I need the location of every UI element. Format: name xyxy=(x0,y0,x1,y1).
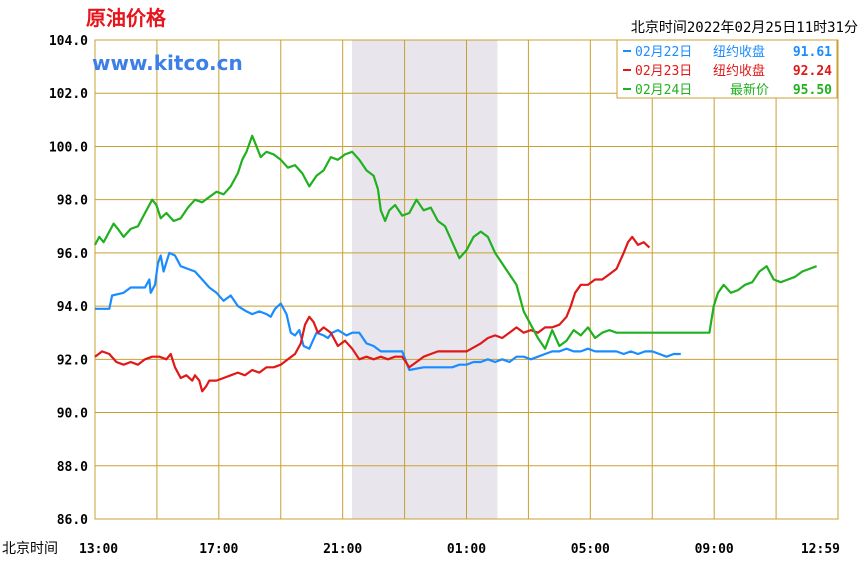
series-line xyxy=(94,235,651,393)
legend-item: 02月24日 最新价 95.50 xyxy=(623,82,832,98)
series-lines xyxy=(94,134,817,393)
series-line xyxy=(94,134,817,350)
x-tick-label: 12:59 xyxy=(801,542,840,557)
legend-item: 02月23日 纽约收盘 92.24 xyxy=(623,63,832,79)
x-tick-label: 13:00 xyxy=(79,542,118,557)
shaded-night-region xyxy=(351,40,498,519)
x-tick-label: 17:00 xyxy=(199,542,238,557)
legend-box xyxy=(616,39,838,99)
legend-label: 最新价 xyxy=(730,82,769,98)
y-tick-label: 88.0 xyxy=(57,460,88,475)
legend-date: 02月24日 xyxy=(635,83,692,98)
y-axis-ticks: 104.0 102.0 100.0 98.0 96.0 94.0 92.0 90.0 88.0 8… xyxy=(49,34,88,528)
y-tick-label: 104.0 xyxy=(49,34,88,49)
legend-value: 95.50 xyxy=(793,83,832,98)
y-tick-label: 102.0 xyxy=(49,87,88,102)
series-line xyxy=(95,251,681,372)
y-tick-label: 94.0 xyxy=(57,300,88,315)
chart-title: 原油价格 xyxy=(86,6,167,30)
watermark-url: www.kitco.cn xyxy=(92,51,243,75)
y-tick-label: 96.0 xyxy=(57,247,88,262)
x-tick-label: 09:00 xyxy=(695,542,734,557)
x-tick-label: 05:00 xyxy=(571,542,610,557)
legend-date: 02月23日 xyxy=(635,64,692,79)
legend-label: 纽约收盘 xyxy=(713,63,765,79)
y-tick-label: 98.0 xyxy=(57,194,88,209)
plot-frame xyxy=(94,39,839,520)
y-tick-label: 90.0 xyxy=(57,407,88,422)
y-tick-label: 92.0 xyxy=(57,353,88,368)
legend-value: 92.24 xyxy=(793,64,832,79)
legend: 02月22日 纽约收盘 91.61 02月23日 纽约收盘 92.24 02月2… xyxy=(616,39,838,99)
y-tick-label: 100.0 xyxy=(49,140,88,155)
legend-item: 02月22日 纽约收盘 91.61 xyxy=(623,44,832,60)
grid-lines xyxy=(95,40,838,519)
timestamp-label: 北京时间2022年02月25日11时31分 xyxy=(631,20,858,36)
x-tick-label: 01:00 xyxy=(447,542,486,557)
legend-value: 91.61 xyxy=(793,45,832,60)
x-axis-ticks: 13:00 17:00 21:00 01:00 05:00 09:00 12:59 xyxy=(79,542,840,557)
x-axis-label: 北京时间 xyxy=(2,541,58,557)
legend-label: 纽约收盘 xyxy=(713,44,765,60)
x-tick-label: 21:00 xyxy=(323,542,362,557)
legend-date: 02月22日 xyxy=(635,45,692,60)
y-tick-label: 86.0 xyxy=(57,513,88,528)
